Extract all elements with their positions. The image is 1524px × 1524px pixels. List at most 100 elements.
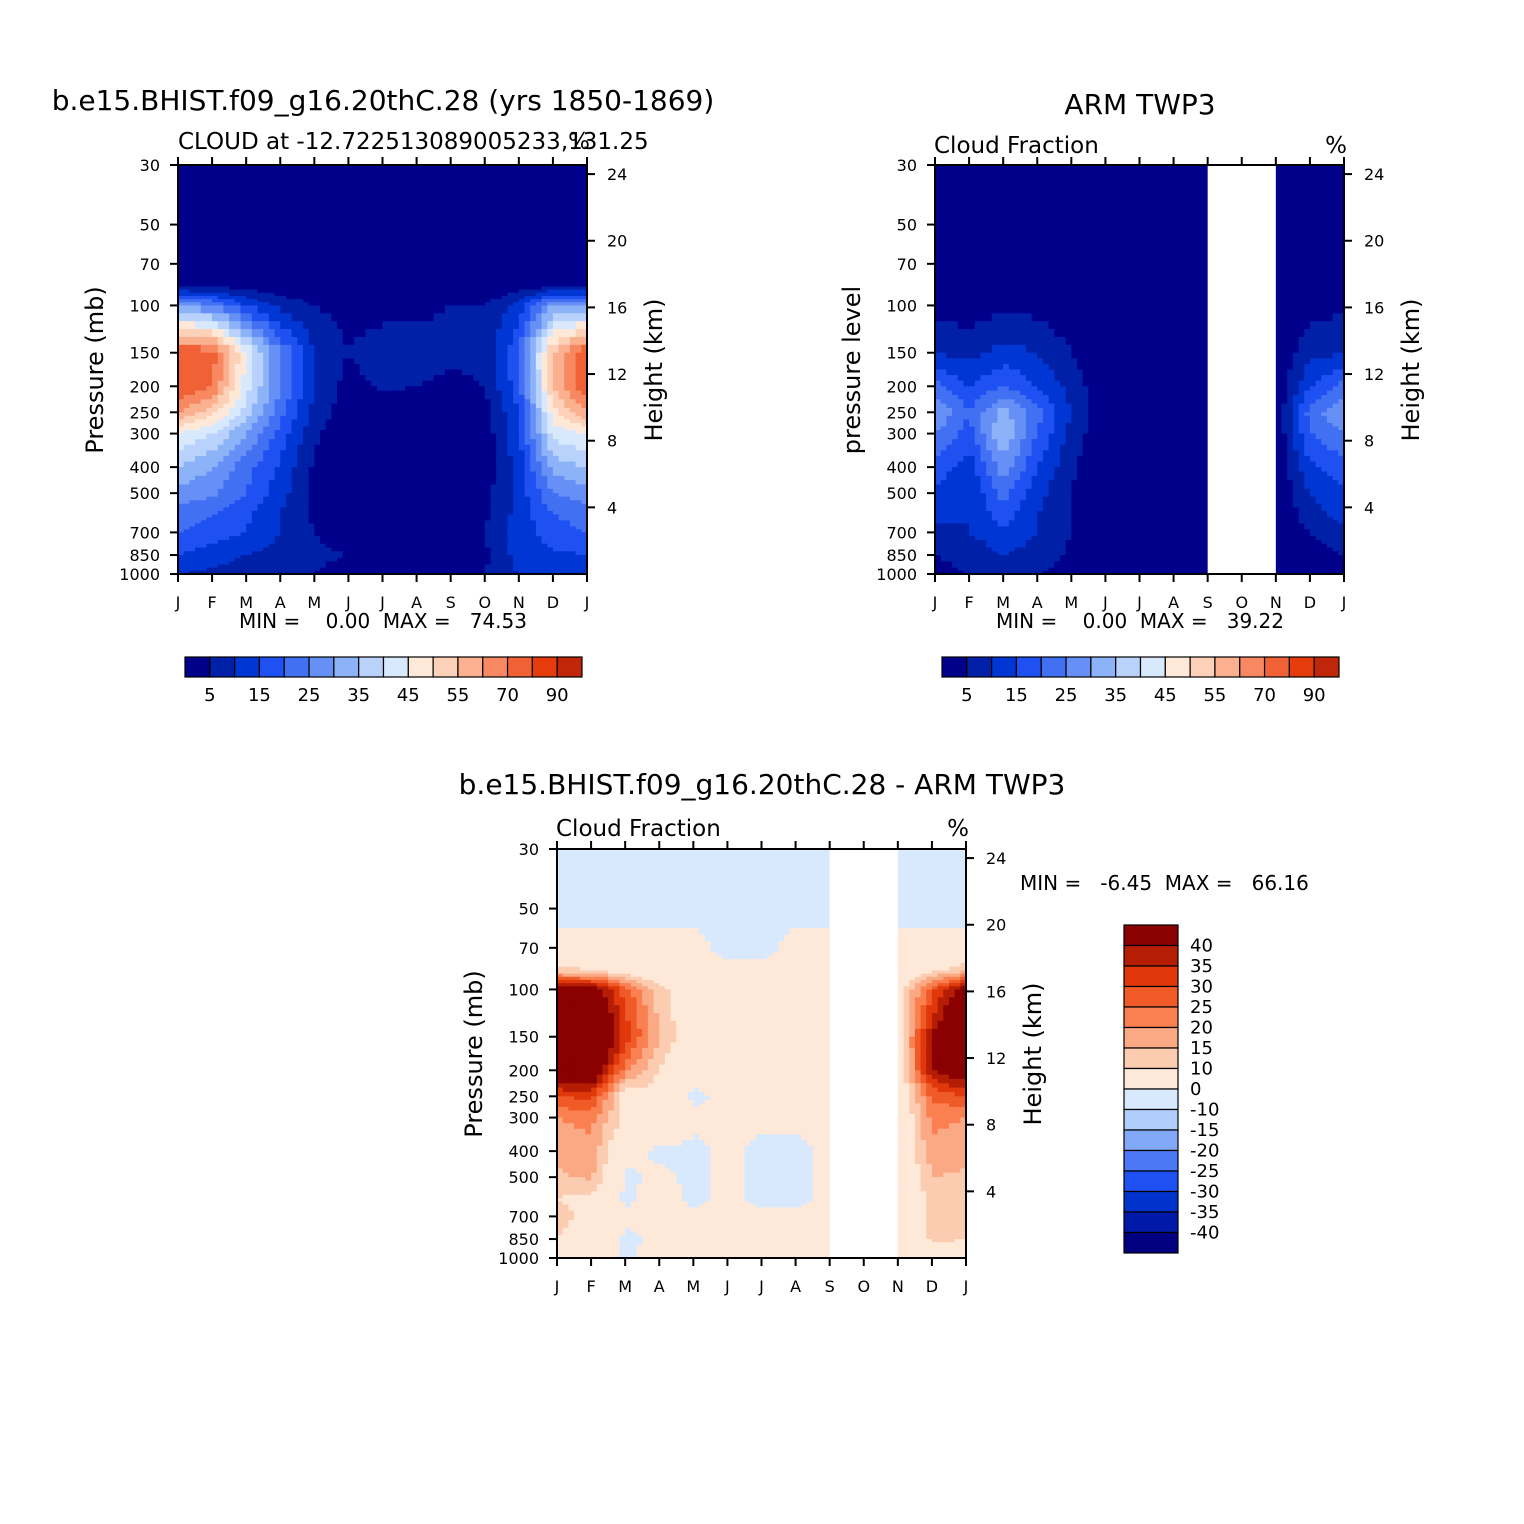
field-cell [269,395,275,400]
field-cell [371,251,377,258]
field-cell [559,462,565,468]
field-cell [428,185,434,196]
field-cell [411,305,417,313]
field-cell [428,399,434,404]
field-cell [343,244,349,251]
field-cell [303,381,309,387]
field-cell [490,497,496,501]
field-cell [564,195,570,206]
field-cell [485,370,491,376]
field-cell [439,279,445,283]
field-cell [348,404,354,409]
field-cell [553,381,559,387]
field-cell [456,358,462,364]
field-cell [331,283,337,287]
field-cell [184,395,190,400]
field-cell [303,399,309,404]
field-cell [570,268,576,272]
field-cell [354,205,360,216]
field-cell [428,497,434,501]
field-cell [542,489,548,494]
field-cell [275,484,281,489]
field-cell [485,257,491,264]
field-cell [439,353,445,359]
field-cell [201,399,207,404]
field-cell [377,408,383,413]
field-cell [434,381,440,387]
field-cell [496,279,502,283]
field-cell [553,419,559,423]
field-cell [490,480,496,485]
field-cell [576,439,582,445]
field-cell [485,412,491,416]
field-cell [218,471,224,476]
field-cell [502,445,508,451]
field-cell [547,375,553,381]
field-cell [530,381,536,387]
field-cell [206,231,212,238]
field-cell [496,419,502,423]
field-cell [263,430,269,434]
field-cell [348,386,354,391]
field-cell [456,175,462,186]
field-cell [275,337,281,345]
field-cell [451,370,457,376]
field-cell [462,244,468,251]
field-cell [223,404,229,409]
field-cell [530,419,536,423]
field-cell [292,386,298,391]
field-cell [258,271,264,275]
field-cell [184,404,190,409]
field-cell [371,264,377,268]
field-cell [468,489,474,494]
field-cell [576,313,582,321]
field-cell [184,493,190,497]
field-cell [229,476,235,481]
field-cell [439,225,445,232]
field-cell [564,467,570,472]
field-cell [536,493,542,497]
field-cell [377,370,383,376]
field-cell [252,404,258,409]
field-cell [235,439,241,445]
field-cell [451,279,457,283]
field-cell [240,175,246,186]
field-cell [428,439,434,445]
field-cell [502,497,508,501]
field-cell [240,264,246,268]
field-cell [292,165,298,176]
field-cell [309,238,315,245]
field-cell [576,391,582,396]
field-cell [371,283,377,287]
field-cell [360,271,366,275]
field-cell [428,225,434,232]
field-cell [496,426,502,430]
field-cell [525,497,531,501]
field-cell [422,395,428,400]
field-cell [280,305,286,313]
field-cell [400,244,406,251]
field-cell [542,507,548,511]
field-cell [189,381,195,387]
field-cell [263,257,269,264]
field-cell [502,345,508,353]
field-cell [360,419,366,423]
field-cell [189,426,195,430]
field-cell [275,244,281,251]
field-cell [377,345,383,353]
field-cell [525,381,531,387]
field-cell [411,408,417,413]
field-cell [195,445,201,451]
field-cell [536,244,542,251]
field-cell [275,467,281,472]
field-cell [212,412,218,416]
field-cell [513,395,519,400]
field-cell [292,238,298,245]
field-cell [564,244,570,251]
field-cell [195,507,201,511]
field-cell [337,493,343,497]
field-cell [263,467,269,472]
field-cell [451,471,457,476]
field-cell [303,404,309,409]
field-cell [263,329,269,337]
